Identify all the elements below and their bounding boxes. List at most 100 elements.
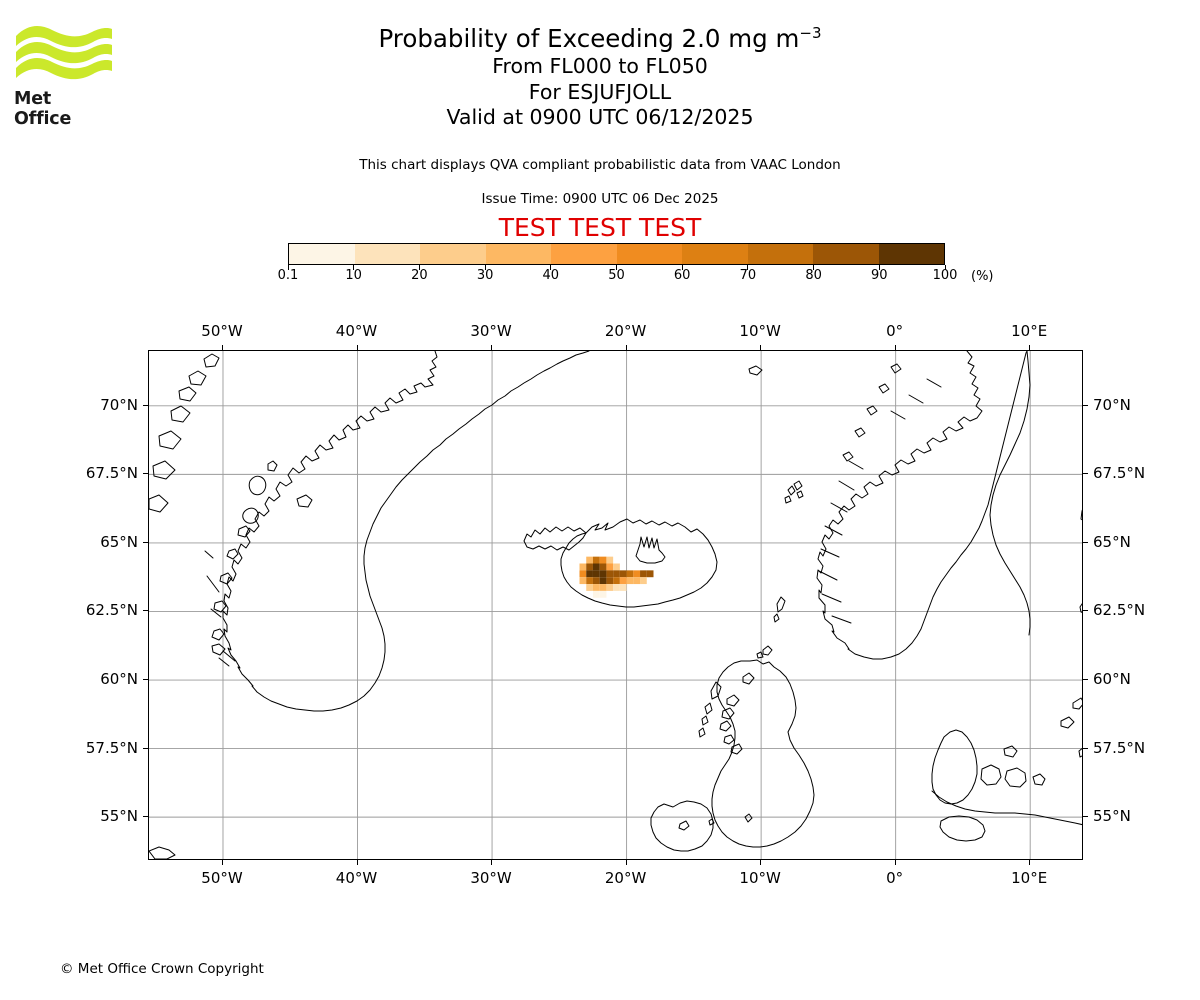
- colorbar-band-5: [616, 244, 682, 264]
- map-gridlines: [149, 351, 1082, 859]
- lat-label-left-2: 65°N: [100, 532, 138, 551]
- ash-cell: [626, 570, 634, 578]
- lat-label-right-4: 60°N: [1093, 670, 1131, 689]
- ash-cell: [606, 556, 614, 564]
- ash-cell: [586, 570, 593, 578]
- colorbar-unit-label: (%): [971, 269, 994, 284]
- ash-cell: [586, 584, 593, 591]
- copyright-label: © Met Office Crown Copyright: [60, 961, 264, 977]
- lon-label-top-1: 40°W: [335, 322, 378, 340]
- chart-compliance-note: This chart displays QVA compliant probab…: [359, 157, 841, 173]
- lon-tick-top: [221, 345, 223, 350]
- colorbar-label-80: 80: [805, 268, 822, 283]
- lon-tick-bottom: [625, 860, 627, 865]
- lon-tick-top: [625, 345, 627, 350]
- ash-cell: [592, 577, 600, 585]
- ash-cell: [640, 570, 647, 578]
- ash-cell: [619, 570, 627, 578]
- lon-tick-top: [491, 345, 493, 350]
- ash-cell: [599, 577, 607, 585]
- lat-tick-left: [143, 747, 148, 749]
- colorbar-band-8: [813, 244, 879, 264]
- lat-label-right-6: 55°N: [1093, 807, 1131, 826]
- lat-tick-left: [143, 473, 148, 475]
- lat-tick-right: [1083, 679, 1088, 681]
- title-valid-time: Valid at 0900 UTC 06/12/2025: [446, 105, 754, 129]
- page-title-exponent: −3: [799, 23, 822, 42]
- lat-label-left-6: 55°N: [100, 807, 138, 826]
- lon-tick-top: [1029, 345, 1031, 350]
- ash-cell: [579, 570, 587, 578]
- lon-label-bottom-0: 50°W: [201, 869, 243, 887]
- colorbar-tick-10: [353, 265, 355, 270]
- colorbar-band-6: [682, 244, 748, 264]
- colorbar-band-4: [551, 244, 617, 264]
- ash-cell: [592, 563, 600, 571]
- colorbar-tick-80: [813, 265, 815, 270]
- colorbar-band-3: [485, 244, 551, 264]
- lon-tick-top: [760, 345, 762, 350]
- ash-cell: [599, 563, 607, 571]
- ash-cell: [633, 570, 641, 578]
- lon-label-top-2: 30°W: [470, 322, 512, 340]
- lon-label-top-0: 50°W: [201, 322, 243, 340]
- ash-cell: [640, 577, 647, 585]
- lat-label-left-3: 62.5°N: [85, 601, 138, 620]
- ash-cell: [592, 556, 600, 564]
- ash-cell: [599, 556, 607, 564]
- ash-probability-cells: [579, 556, 654, 598]
- colorbar-tick-70: [747, 265, 749, 270]
- probability-colorbar: [287, 243, 946, 270]
- title-flight-levels: From FL000 to FL050: [492, 54, 708, 78]
- map-plot-area[interactable]: [148, 350, 1083, 860]
- lat-tick-right: [1083, 747, 1088, 749]
- lon-label-bottom-1: 40°W: [335, 869, 378, 887]
- lon-tick-bottom: [491, 860, 493, 865]
- colorbar-tick-50: [616, 265, 617, 270]
- lat-tick-right: [1083, 473, 1088, 475]
- ash-cell: [606, 563, 614, 571]
- ash-cell: [619, 577, 627, 585]
- test-banner: TEST TEST TEST: [498, 213, 702, 242]
- page-title-text: Probability of Exceeding 2.0 mg m: [378, 24, 800, 53]
- ash-cell: [579, 563, 587, 571]
- colorbar-tick-100: [944, 265, 946, 270]
- ash-cell: [586, 556, 593, 564]
- ash-cell: [613, 563, 620, 571]
- ash-cell: [599, 590, 607, 598]
- lon-label-top-6: 10°E: [1011, 322, 1048, 340]
- lat-tick-left: [143, 404, 148, 406]
- colorbar-tick-labels: 0.1 10 20 30 40 50 60 70 80 90 100: [0, 268, 1200, 286]
- colorbar-band-7: [747, 244, 813, 264]
- met-office-logo: Met Office: [14, 22, 114, 129]
- ash-cell: [586, 563, 593, 571]
- ash-cell: [619, 584, 627, 591]
- ash-cell: [592, 570, 600, 578]
- ash-cell: [606, 570, 614, 578]
- ash-cell: [592, 584, 600, 591]
- ash-cell: [606, 577, 614, 585]
- colorbar-label-0.1: 0.1: [277, 268, 299, 283]
- lat-tick-left: [143, 679, 148, 681]
- lon-label-top-4: 10°W: [739, 322, 781, 340]
- colorbar-tick-90: [878, 265, 880, 270]
- lon-label-bottom-4: 10°W: [739, 869, 781, 887]
- map-svg: [149, 351, 1082, 859]
- lon-tick-bottom: [1029, 860, 1031, 865]
- lat-label-left-5: 57.5°N: [85, 738, 138, 757]
- coastlines: [149, 351, 1082, 859]
- lat-label-right-2: 65°N: [1093, 532, 1131, 551]
- colorbar-label-60: 60: [673, 268, 691, 283]
- ash-cell: [606, 584, 614, 591]
- ash-cell: [633, 577, 641, 585]
- ash-cell: [626, 577, 634, 585]
- lon-tick-bottom: [356, 860, 358, 865]
- lat-tick-left: [143, 541, 148, 543]
- colorbar-label-30: 30: [476, 268, 494, 283]
- lat-label-right-1: 67.5°N: [1093, 464, 1146, 483]
- colorbar-tick-30: [484, 265, 486, 270]
- lat-tick-left: [143, 610, 148, 612]
- lat-tick-right: [1083, 541, 1088, 543]
- lat-label-left-4: 60°N: [100, 670, 138, 689]
- lat-tick-right: [1083, 610, 1088, 612]
